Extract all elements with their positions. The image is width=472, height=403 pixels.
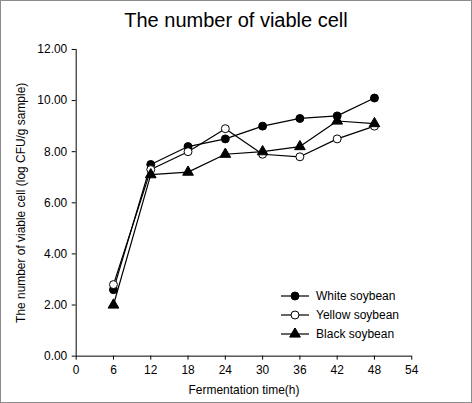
html-text:White soybean: White soybean: [316, 288, 396, 303]
svg-text:4.00: 4.00: [44, 247, 68, 261]
html-text:Black soybean: Black soybean: [316, 326, 395, 341]
svg-text:18: 18: [181, 363, 195, 377]
svg-text:10.00: 10.00: [37, 93, 67, 107]
svg-text:54: 54: [405, 363, 419, 377]
svg-text:6: 6: [110, 363, 117, 377]
svg-text:42: 42: [331, 363, 345, 377]
svg-text:The number of viable cell (log: The number of viable cell (log CFU/g sam…: [14, 83, 28, 323]
svg-text:12: 12: [144, 363, 158, 377]
svg-text:36: 36: [293, 363, 307, 377]
svg-text:12.00: 12.00: [37, 42, 67, 56]
html-text:The number of viable cell: The number of viable cell: [124, 9, 348, 31]
svg-text:0: 0: [73, 363, 80, 377]
svg-text:2.00: 2.00: [44, 298, 68, 312]
svg-text:8.00: 8.00: [44, 145, 68, 159]
svg-text:24: 24: [219, 363, 233, 377]
svg-text:6.00: 6.00: [44, 196, 68, 210]
html-text:Yellow soybean: Yellow soybean: [316, 307, 399, 322]
svg-text:Fermentation time(h): Fermentation time(h): [189, 383, 300, 397]
svg-text:30: 30: [256, 363, 270, 377]
svg-text:0.00: 0.00: [44, 349, 68, 363]
svg-text:48: 48: [368, 363, 382, 377]
